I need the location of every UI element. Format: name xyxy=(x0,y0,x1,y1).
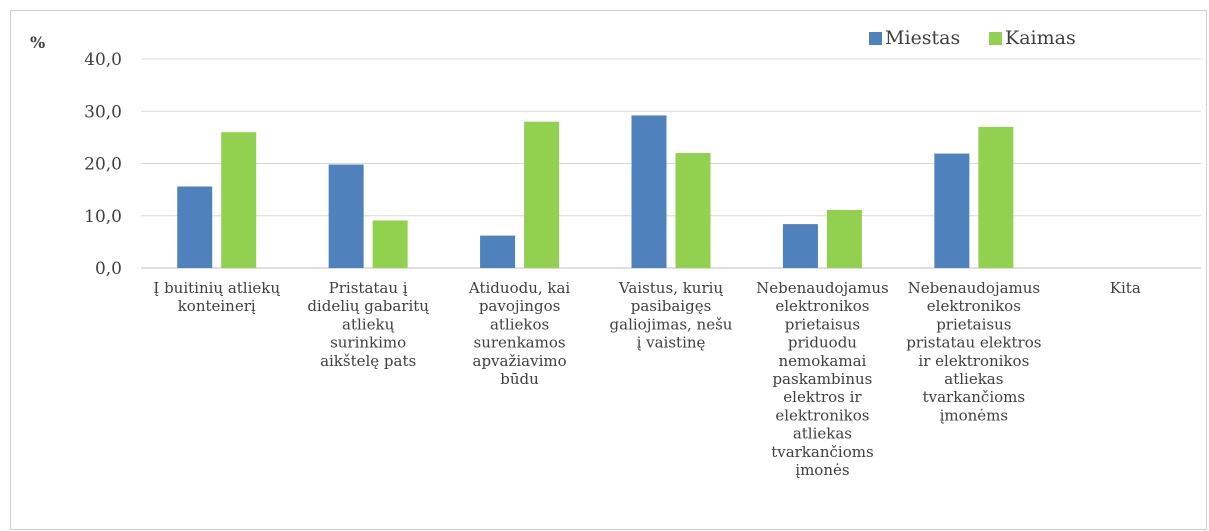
bar-miestas xyxy=(177,186,213,268)
category-label: Į buitinių atliekų konteinerį xyxy=(153,279,280,315)
gridlines xyxy=(141,58,1201,269)
category-label: Kita xyxy=(1110,279,1141,297)
legend: Miestas Kaimas xyxy=(869,27,1076,49)
bar-kaimas xyxy=(372,220,408,268)
bar-miestas xyxy=(480,235,516,268)
category-label: Nebenaudojamus elektronikos prietaisus prid… xyxy=(756,279,889,479)
y-tick-label: 20,0 xyxy=(84,155,122,175)
legend-swatch xyxy=(989,32,1002,45)
category-label: Nebenaudojamus elektronikos prietaisus pris… xyxy=(906,279,1041,424)
legend-label: Kaimas xyxy=(1005,27,1076,49)
y-tick-label: 40,0 xyxy=(84,50,122,70)
bar-miestas xyxy=(782,224,818,268)
bar-kaimas xyxy=(675,153,711,268)
bar-kaimas xyxy=(524,121,560,268)
legend-label: Miestas xyxy=(885,27,960,49)
bar-kaimas xyxy=(221,132,257,268)
bar-kaimas xyxy=(978,126,1014,268)
category-label: Pristatau į didelių gabaritų atliekų surink… xyxy=(307,279,429,370)
bar-miestas xyxy=(934,153,970,268)
y-tick-label: 0,0 xyxy=(95,259,122,279)
y-tick-label: 10,0 xyxy=(84,207,122,227)
y-axis-label: % xyxy=(30,33,45,52)
bar-miestas xyxy=(631,115,667,269)
y-tick-label: 30,0 xyxy=(84,102,122,122)
chart-frame: % 40,0 30,0 20,0 10,0 0,0 Į buitinių atliekų… xyxy=(10,10,1207,530)
bar-kaimas xyxy=(826,210,862,268)
category-label: Vaistus, kurių pasibaigęs galiojimas, nešu… xyxy=(610,279,733,352)
bar-miestas xyxy=(328,164,364,268)
bars xyxy=(177,115,1014,269)
bar-chart: % 40,0 30,0 20,0 10,0 0,0 Į buitinių atliekų… xyxy=(30,27,1201,479)
y-tick-labels: 40,0 30,0 20,0 10,0 0,0 xyxy=(84,50,122,279)
category-label: Atiduodu, kai pavojingos atliekos surenkamo… xyxy=(468,279,571,388)
legend-swatch xyxy=(869,32,882,45)
